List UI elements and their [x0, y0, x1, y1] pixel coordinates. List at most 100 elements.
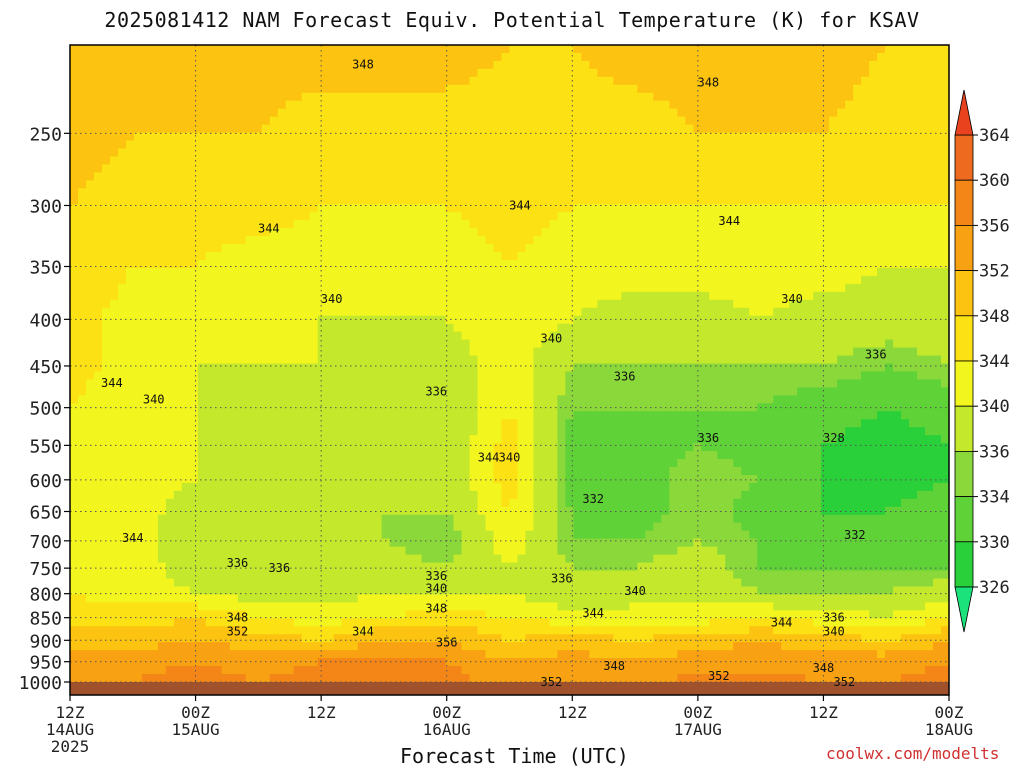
heatmap-cell	[685, 68, 694, 78]
heatmap-cell	[821, 156, 830, 166]
heatmap-cell	[453, 315, 463, 325]
heatmap-cell	[77, 100, 87, 110]
heatmap-cell	[165, 164, 175, 173]
heatmap-cell	[317, 60, 327, 70]
heatmap-cell	[653, 140, 662, 150]
heatmap-cell	[277, 116, 287, 126]
heatmap-cell	[533, 140, 543, 150]
heatmap-cell	[317, 108, 327, 118]
heatmap-cell	[725, 363, 734, 373]
heatmap-cell	[213, 45, 223, 54]
heatmap-cell	[189, 315, 199, 325]
heatmap-cell	[389, 275, 399, 285]
heatmap-cell	[325, 315, 335, 325]
heatmap-cell	[253, 323, 263, 333]
heatmap-cell	[437, 212, 447, 221]
heatmap-cell	[829, 164, 838, 173]
heatmap-cell	[221, 212, 231, 221]
heatmap-cell	[741, 244, 750, 253]
heatmap-cell	[613, 395, 622, 404]
heatmap-cell	[205, 307, 215, 317]
heatmap-cell	[437, 68, 447, 78]
heatmap-cell	[405, 283, 415, 293]
heatmap-cell	[733, 299, 742, 309]
heatmap-cell	[133, 244, 143, 253]
heatmap-cell	[901, 371, 910, 381]
heatmap-cell	[869, 68, 878, 78]
heatmap-cell	[629, 124, 638, 134]
heatmap-cell	[221, 188, 231, 197]
heatmap-cell	[453, 172, 463, 181]
heatmap-cell	[261, 84, 271, 94]
heatmap-cell	[277, 60, 287, 70]
heatmap-cell	[765, 172, 774, 181]
heatmap-cell	[573, 212, 583, 221]
heatmap-cell	[253, 92, 263, 102]
heatmap-cell	[621, 60, 630, 70]
heatmap-cell	[725, 196, 734, 205]
heatmap-cell	[429, 45, 439, 54]
heatmap-cell	[101, 275, 111, 285]
heatmap-cell	[453, 379, 463, 388]
heatmap-cell	[733, 60, 742, 70]
heatmap-cell	[717, 355, 726, 365]
heatmap-cell	[941, 116, 949, 126]
heatmap-cell	[253, 116, 263, 126]
heatmap-cell	[333, 267, 343, 277]
heatmap-cell	[909, 212, 918, 221]
heatmap-cell	[557, 307, 567, 317]
heatmap-cell	[77, 180, 87, 189]
heatmap-cell	[797, 212, 806, 221]
heatmap-cell	[437, 403, 447, 412]
heatmap-cell	[773, 84, 782, 94]
heatmap-cell	[541, 84, 551, 94]
heatmap-cell	[821, 172, 830, 181]
heatmap-cell	[605, 180, 614, 189]
heatmap-cell	[917, 84, 926, 94]
heatmap-cell	[581, 228, 591, 237]
heatmap-cell	[717, 395, 726, 404]
heatmap-cell	[877, 220, 886, 229]
heatmap-cell	[733, 124, 742, 134]
heatmap-cell	[469, 363, 479, 373]
heatmap-cell	[397, 108, 407, 118]
heatmap-cell	[717, 100, 726, 110]
heatmap-cell	[461, 212, 471, 221]
heatmap-cell	[669, 220, 678, 229]
heatmap-cell	[229, 140, 239, 150]
heatmap-cell	[133, 124, 143, 134]
heatmap-cell	[453, 188, 463, 197]
heatmap-cell	[309, 371, 319, 381]
heatmap-cell	[733, 156, 742, 166]
heatmap-cell	[117, 196, 127, 205]
heatmap-cell	[237, 196, 247, 205]
heatmap-cell	[413, 331, 423, 341]
heatmap-cell	[517, 283, 527, 293]
heatmap-cell	[693, 347, 702, 357]
heatmap-cell	[733, 275, 742, 285]
heatmap-cell	[565, 108, 575, 118]
heatmap-cell	[869, 148, 878, 158]
heatmap-cell	[261, 148, 271, 158]
heatmap-cell	[885, 331, 894, 341]
heatmap-cell	[117, 140, 127, 150]
heatmap-cell	[293, 116, 303, 126]
heatmap-cell	[445, 92, 455, 102]
heatmap-cell	[837, 92, 846, 102]
heatmap-cell	[925, 100, 934, 110]
heatmap-cell	[685, 212, 694, 221]
heatmap-cell	[893, 299, 902, 309]
heatmap-cell	[645, 116, 654, 126]
heatmap-cell	[933, 371, 942, 381]
heatmap-cell	[845, 331, 854, 341]
heatmap-cell	[661, 379, 670, 388]
heatmap-cell	[373, 379, 383, 388]
heatmap-cell	[653, 76, 662, 86]
heatmap-cell	[253, 228, 263, 237]
heatmap-cell	[109, 363, 119, 373]
heatmap-cell	[77, 116, 87, 126]
heatmap-cell	[869, 379, 878, 388]
heatmap-cell	[653, 379, 662, 388]
heatmap-cell	[717, 307, 726, 317]
heatmap-cell	[269, 52, 279, 62]
